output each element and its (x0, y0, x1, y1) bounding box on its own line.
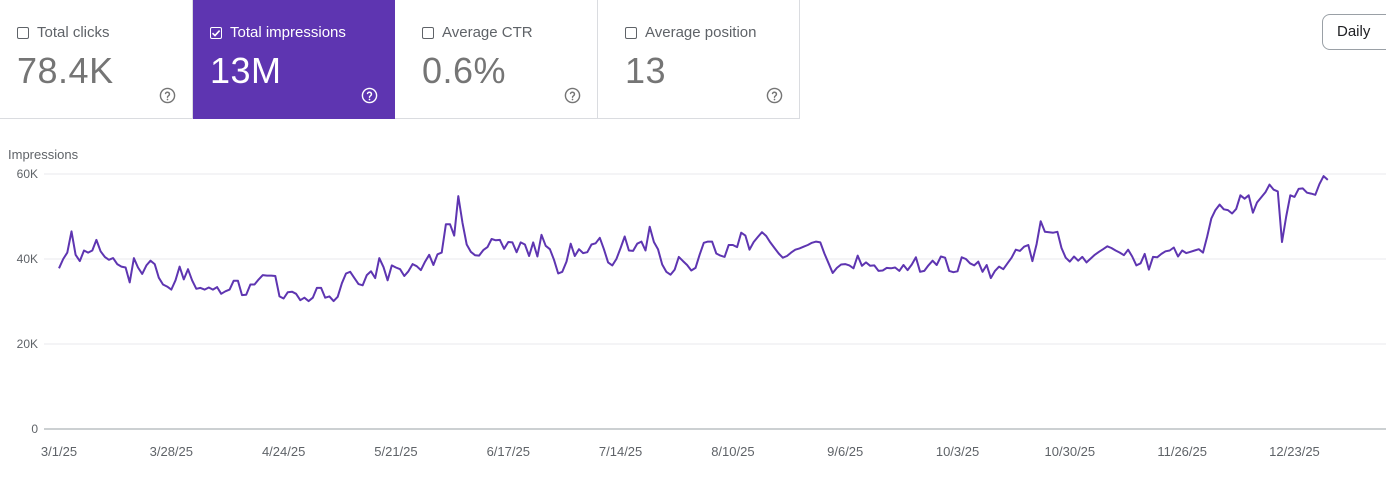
x-tick-label: 3/1/25 (41, 444, 77, 459)
x-tick-label: 4/24/25 (262, 444, 305, 459)
metric-card-total-clicks[interactable]: Total clicks 78.4K (0, 0, 193, 119)
y-tick-label: 0 (31, 422, 38, 436)
help-icon[interactable] (564, 87, 581, 104)
checkbox-icon[interactable] (17, 26, 29, 39)
metric-header: Total impressions (210, 24, 346, 41)
x-tick-label: 3/28/25 (150, 444, 193, 459)
x-tick-label: 10/3/25 (936, 444, 979, 459)
checkbox-icon[interactable] (625, 26, 637, 39)
metric-label: Average CTR (442, 24, 533, 41)
metric-cards: Total clicks 78.4K Total impressions 13M… (0, 0, 800, 120)
x-tick-label: 5/21/25 (374, 444, 417, 459)
y-axis-label: Impressions (8, 147, 79, 162)
chart-gridlines (44, 173, 1386, 430)
x-tick-label: 6/17/25 (487, 444, 530, 459)
metric-label: Total impressions (230, 24, 346, 41)
metric-value: 13M (210, 50, 282, 91)
x-tick-label: 7/14/25 (599, 444, 642, 459)
metric-value: 0.6% (422, 50, 507, 91)
period-daily-button[interactable]: Daily (1322, 14, 1386, 50)
metric-header: Average position (625, 24, 756, 41)
x-tick-label: 9/6/25 (827, 444, 863, 459)
help-icon[interactable] (361, 87, 378, 104)
metric-card-total-impressions[interactable]: Total impressions 13M (193, 0, 395, 119)
y-tick-label: 40K (17, 252, 38, 266)
x-tick-label: 8/10/25 (711, 444, 754, 459)
y-axis-ticks: 0 20K 40K 60K (17, 167, 39, 436)
impressions-line-chart: Impressions 0 20K 40K 60K 3/1/25 3/28/25 4/24… (8, 147, 1386, 459)
metric-card-average-ctr[interactable]: Average CTR 0.6% (395, 0, 598, 119)
checkbox-icon[interactable] (422, 26, 434, 39)
metric-value: 78.4K (17, 50, 114, 91)
metric-header: Average CTR (422, 24, 533, 41)
y-tick-label: 20K (17, 337, 38, 351)
x-axis-ticks: 3/1/25 3/28/25 4/24/25 5/21/25 6/17/25 7/14/2… (41, 444, 1320, 459)
y-tick-label: 60K (17, 167, 38, 181)
help-icon[interactable] (159, 87, 176, 104)
checkbox-checked-icon[interactable] (210, 26, 222, 39)
metric-header: Total clicks (17, 24, 110, 41)
x-tick-label: 11/26/25 (1157, 444, 1207, 459)
metric-label: Average position (645, 24, 757, 41)
metric-label: Total clicks (37, 24, 110, 41)
x-tick-label: 10/30/25 (1045, 444, 1096, 459)
x-tick-label: 12/23/25 (1269, 444, 1320, 459)
series-line-impressions (58, 175, 1329, 303)
metric-value: 13 (625, 50, 667, 91)
metric-card-average-position[interactable]: Average position 13 (598, 0, 800, 119)
help-icon[interactable] (766, 87, 783, 104)
